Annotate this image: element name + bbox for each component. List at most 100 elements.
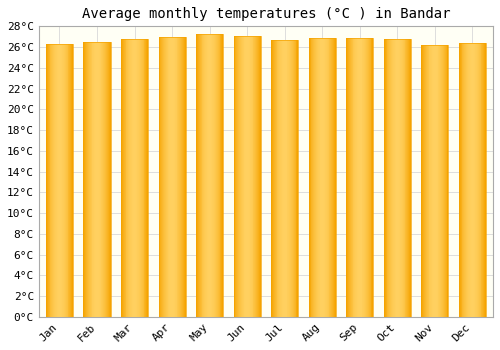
Bar [404, 39, 406, 317]
Bar [46, 44, 47, 317]
Bar [483, 43, 484, 317]
Bar [312, 38, 313, 317]
Bar [292, 40, 293, 317]
Bar [438, 45, 440, 317]
Bar [286, 40, 288, 317]
Bar [220, 34, 222, 317]
Bar [126, 39, 128, 317]
Bar [436, 45, 438, 317]
Bar [465, 43, 466, 317]
Bar [428, 45, 430, 317]
Bar [434, 45, 435, 317]
Bar [181, 37, 182, 317]
Bar [72, 44, 73, 317]
Bar [356, 38, 357, 317]
Bar [282, 40, 283, 317]
Bar [171, 37, 172, 317]
Bar [241, 36, 242, 317]
Bar [100, 42, 102, 317]
Bar [236, 36, 237, 317]
Bar [108, 42, 110, 317]
Bar [273, 40, 274, 317]
Bar [430, 45, 432, 317]
Bar [422, 45, 423, 317]
Bar [168, 37, 170, 317]
Bar [242, 36, 244, 317]
Bar [464, 43, 465, 317]
Bar [238, 36, 239, 317]
Bar [176, 37, 178, 317]
Bar [160, 37, 162, 317]
Bar [96, 42, 97, 317]
Bar [293, 40, 294, 317]
Bar [87, 42, 88, 317]
Bar [98, 42, 99, 317]
Bar [459, 43, 486, 317]
Bar [320, 38, 322, 317]
Bar [234, 36, 236, 317]
Bar [468, 43, 469, 317]
Bar [170, 37, 171, 317]
Bar [144, 39, 146, 317]
Bar [84, 42, 86, 317]
Bar [237, 36, 238, 317]
Bar [132, 39, 134, 317]
Bar [250, 36, 251, 317]
Bar [50, 44, 51, 317]
Bar [215, 34, 216, 317]
Bar [332, 38, 333, 317]
Bar [477, 43, 478, 317]
Bar [196, 34, 223, 317]
Bar [364, 38, 365, 317]
Bar [252, 36, 254, 317]
Bar [424, 45, 425, 317]
Bar [462, 43, 464, 317]
Bar [433, 45, 434, 317]
Bar [274, 40, 275, 317]
Bar [122, 39, 123, 317]
Bar [394, 39, 396, 317]
Bar [330, 38, 332, 317]
Bar [399, 39, 400, 317]
Bar [216, 34, 217, 317]
Bar [325, 38, 326, 317]
Bar [206, 34, 207, 317]
Bar [164, 37, 165, 317]
Bar [210, 34, 212, 317]
Bar [427, 45, 428, 317]
Bar [410, 39, 411, 317]
Bar [97, 42, 98, 317]
Bar [197, 34, 198, 317]
Bar [432, 45, 433, 317]
Bar [240, 36, 241, 317]
Bar [443, 45, 444, 317]
Bar [52, 44, 53, 317]
Bar [182, 37, 183, 317]
Bar [180, 37, 181, 317]
Bar [384, 39, 386, 317]
Bar [140, 39, 141, 317]
Bar [207, 34, 208, 317]
Bar [173, 37, 174, 317]
Bar [435, 45, 436, 317]
Bar [47, 44, 48, 317]
Bar [346, 38, 374, 317]
Bar [147, 39, 148, 317]
Bar [217, 34, 218, 317]
Bar [271, 40, 298, 317]
Bar [84, 42, 110, 317]
Bar [199, 34, 200, 317]
Bar [247, 36, 248, 317]
Bar [349, 38, 350, 317]
Bar [130, 39, 131, 317]
Bar [422, 45, 448, 317]
Bar [251, 36, 252, 317]
Bar [214, 34, 215, 317]
Bar [400, 39, 401, 317]
Bar [257, 36, 258, 317]
Bar [71, 44, 72, 317]
Title: Average monthly temperatures (°C ) in Bandar: Average monthly temperatures (°C ) in Ba… [82, 7, 450, 21]
Bar [65, 44, 66, 317]
Bar [158, 37, 186, 317]
Bar [482, 43, 483, 317]
